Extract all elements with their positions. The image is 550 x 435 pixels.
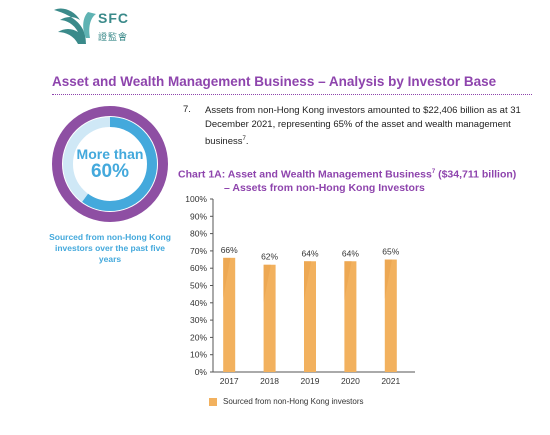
bar-shade — [344, 261, 352, 301]
chart-title-main: Chart 1A: Asset and Wealth Management Bu… — [178, 168, 432, 181]
bar-shade — [384, 259, 392, 299]
bar-data-label: 65% — [382, 247, 399, 257]
y-tick-label: 100% — [185, 194, 207, 204]
paragraph-number: 7. — [183, 104, 191, 115]
bar — [304, 261, 316, 372]
section-title: Asset and Wealth Management Business – A… — [52, 74, 497, 89]
chart-title-footnote: 7 — [431, 169, 436, 175]
sfc-logo — [54, 8, 96, 44]
legend-label: Sourced from non-Hong Kong investors — [223, 397, 364, 406]
chart-title: Chart 1A: Asset and Wealth Management Bu… — [178, 166, 528, 195]
y-tick-label: 50% — [190, 281, 207, 291]
x-tick-label: 2018 — [260, 376, 279, 386]
donut-percent: 60% — [90, 161, 130, 182]
x-tick-label: 2017 — [220, 376, 239, 386]
y-tick-label: 10% — [190, 350, 207, 360]
x-tick-label: 2021 — [381, 376, 400, 386]
paragraph-text: Assets from non-Hong Kong investors amou… — [205, 104, 525, 149]
y-tick-label: 60% — [190, 263, 207, 273]
bar — [344, 261, 357, 372]
footnote-marker: 7 — [242, 136, 246, 142]
bar-data-label: 64% — [342, 248, 359, 258]
paragraph-body: Assets from non-Hong Kong investors amou… — [205, 105, 521, 148]
bar-shade — [263, 264, 271, 303]
donut-caption: Sourced from non-Hong Kong investors ove… — [49, 232, 171, 264]
bar — [384, 259, 397, 372]
donut-graphic — [52, 106, 168, 222]
x-tick-label: 2019 — [301, 376, 320, 386]
bar — [223, 257, 236, 372]
donut-progress-arc — [63, 117, 157, 211]
bar — [263, 264, 276, 372]
bar-data-label: 64% — [301, 248, 318, 258]
title-divider — [52, 94, 532, 95]
y-tick-label: 90% — [190, 211, 207, 221]
logo-chinese-name: 證監會 — [98, 32, 129, 42]
y-tick-label: 30% — [190, 315, 207, 325]
donut-figure: More than 60% — [52, 146, 168, 182]
legend-swatch — [209, 397, 217, 406]
bar-data-label: 62% — [261, 252, 278, 262]
chart-subtitle: – Assets from non-Hong Kong Investors — [224, 181, 425, 194]
bar-shade — [304, 261, 312, 301]
x-tick-label: 2020 — [341, 376, 360, 386]
logo-name: SFC — [98, 10, 129, 26]
paragraph-end: . — [245, 136, 249, 148]
bar-data-label: 66% — [221, 245, 238, 255]
bar-shade — [223, 257, 231, 298]
y-tick-label: 0% — [195, 367, 208, 377]
chart-legend: Sourced from non-Hong Kong investors — [209, 397, 364, 406]
chart-title-total: ($34,711 billion) — [435, 168, 517, 181]
y-tick-label: 80% — [190, 229, 207, 239]
y-tick-label: 20% — [190, 332, 207, 342]
donut-outer-ring — [52, 106, 168, 222]
y-tick-label: 70% — [190, 246, 207, 256]
y-tick-label: 40% — [190, 298, 207, 308]
donut-line1: More than — [76, 146, 144, 162]
